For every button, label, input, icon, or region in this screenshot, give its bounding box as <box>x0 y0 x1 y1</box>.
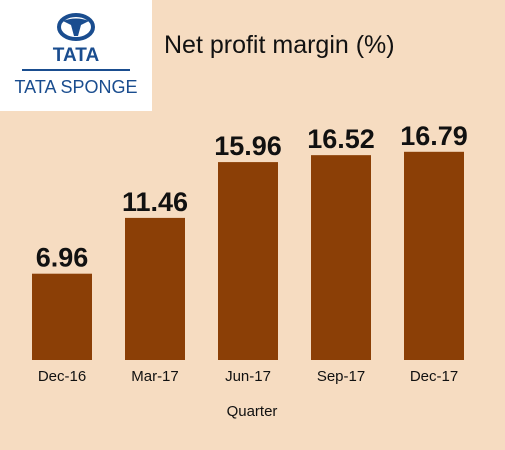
chart-title: Net profit margin (%) <box>164 31 395 59</box>
x-tick-label: Sep-17 <box>317 368 365 385</box>
data-label: 16.52 <box>307 124 375 154</box>
data-label: 15.96 <box>214 131 282 161</box>
tata-sponge-text: TATA SPONGE <box>14 77 137 97</box>
data-label: 11.46 <box>122 187 188 217</box>
bar-mar-17 <box>125 217 185 360</box>
x-tick-label: Jun-17 <box>225 368 271 385</box>
tata-emblem-icon <box>57 13 95 41</box>
bar-dec-16 <box>32 273 92 360</box>
x-tick-label: Dec-17 <box>410 368 458 385</box>
bar-sep-17 <box>311 155 371 360</box>
tata-brand-text: TATA <box>53 45 100 66</box>
data-label: 6.96 <box>36 243 89 273</box>
data-label: 16.79 <box>400 121 468 151</box>
bar-dec-17 <box>404 151 464 360</box>
tata-sponge-logo: TATA TATA SPONGE <box>0 0 152 111</box>
bar-jun-17 <box>218 162 278 360</box>
logo-divider <box>22 69 130 71</box>
x-tick-label: Dec-16 <box>38 368 86 385</box>
x-tick-label: Mar-17 <box>131 368 179 385</box>
x-axis-title: Quarter <box>227 403 278 420</box>
